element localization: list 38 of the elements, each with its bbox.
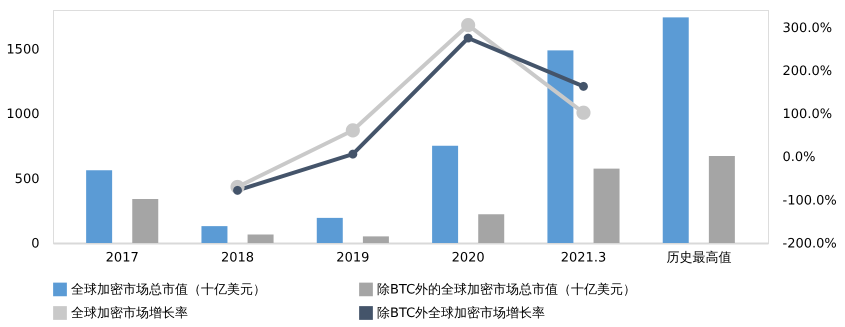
- bar: [362, 236, 389, 243]
- legend-label: 除BTC外的全球加密市场总市值（十亿美元）: [377, 281, 636, 298]
- x-tick-label: 2018: [220, 250, 254, 266]
- bar: [132, 198, 158, 243]
- point: [464, 34, 473, 43]
- y2-tick-label: 300.0%: [782, 20, 832, 36]
- y-tick-label: 1500: [6, 42, 40, 58]
- point: [461, 18, 476, 32]
- y-tick-label: 500: [14, 172, 40, 187]
- legend-label: 全球加密市场总市值（十亿美元）: [71, 281, 266, 298]
- point: [579, 82, 588, 91]
- bar: [594, 168, 620, 243]
- bar: [662, 17, 689, 243]
- legend-label: 除BTC外全球加密市场增长率: [377, 305, 546, 321]
- y2-tick-label: 200.0%: [782, 64, 832, 79]
- bar: [432, 146, 458, 243]
- point: [348, 150, 358, 159]
- y2-tick-label: 100.0%: [782, 107, 832, 122]
- bar: [316, 218, 343, 243]
- y2-tick-label: -200.0%: [782, 236, 837, 252]
- y2-tick-label: 0.0%: [782, 150, 816, 166]
- x-tick-label: 2021.3: [560, 250, 606, 266]
- bar: [86, 170, 112, 243]
- y-tick-label: 1000: [6, 107, 40, 122]
- x-tick-label: 2020: [452, 250, 485, 266]
- bar: [478, 214, 504, 243]
- bar: [248, 234, 274, 243]
- legend-label: 全球加密市场增长率: [71, 305, 188, 321]
- point: [346, 123, 360, 138]
- bar: [201, 226, 228, 243]
- point: [576, 106, 591, 120]
- x-tick-label: 2019: [336, 250, 370, 266]
- bar: [708, 156, 735, 243]
- y-tick-label: 0: [31, 236, 40, 252]
- bar: [547, 50, 574, 243]
- y2-tick-label: -100.0%: [782, 193, 837, 208]
- x-tick-label: 2017: [106, 250, 139, 266]
- x-tick-label: 历史最高值: [666, 250, 732, 266]
